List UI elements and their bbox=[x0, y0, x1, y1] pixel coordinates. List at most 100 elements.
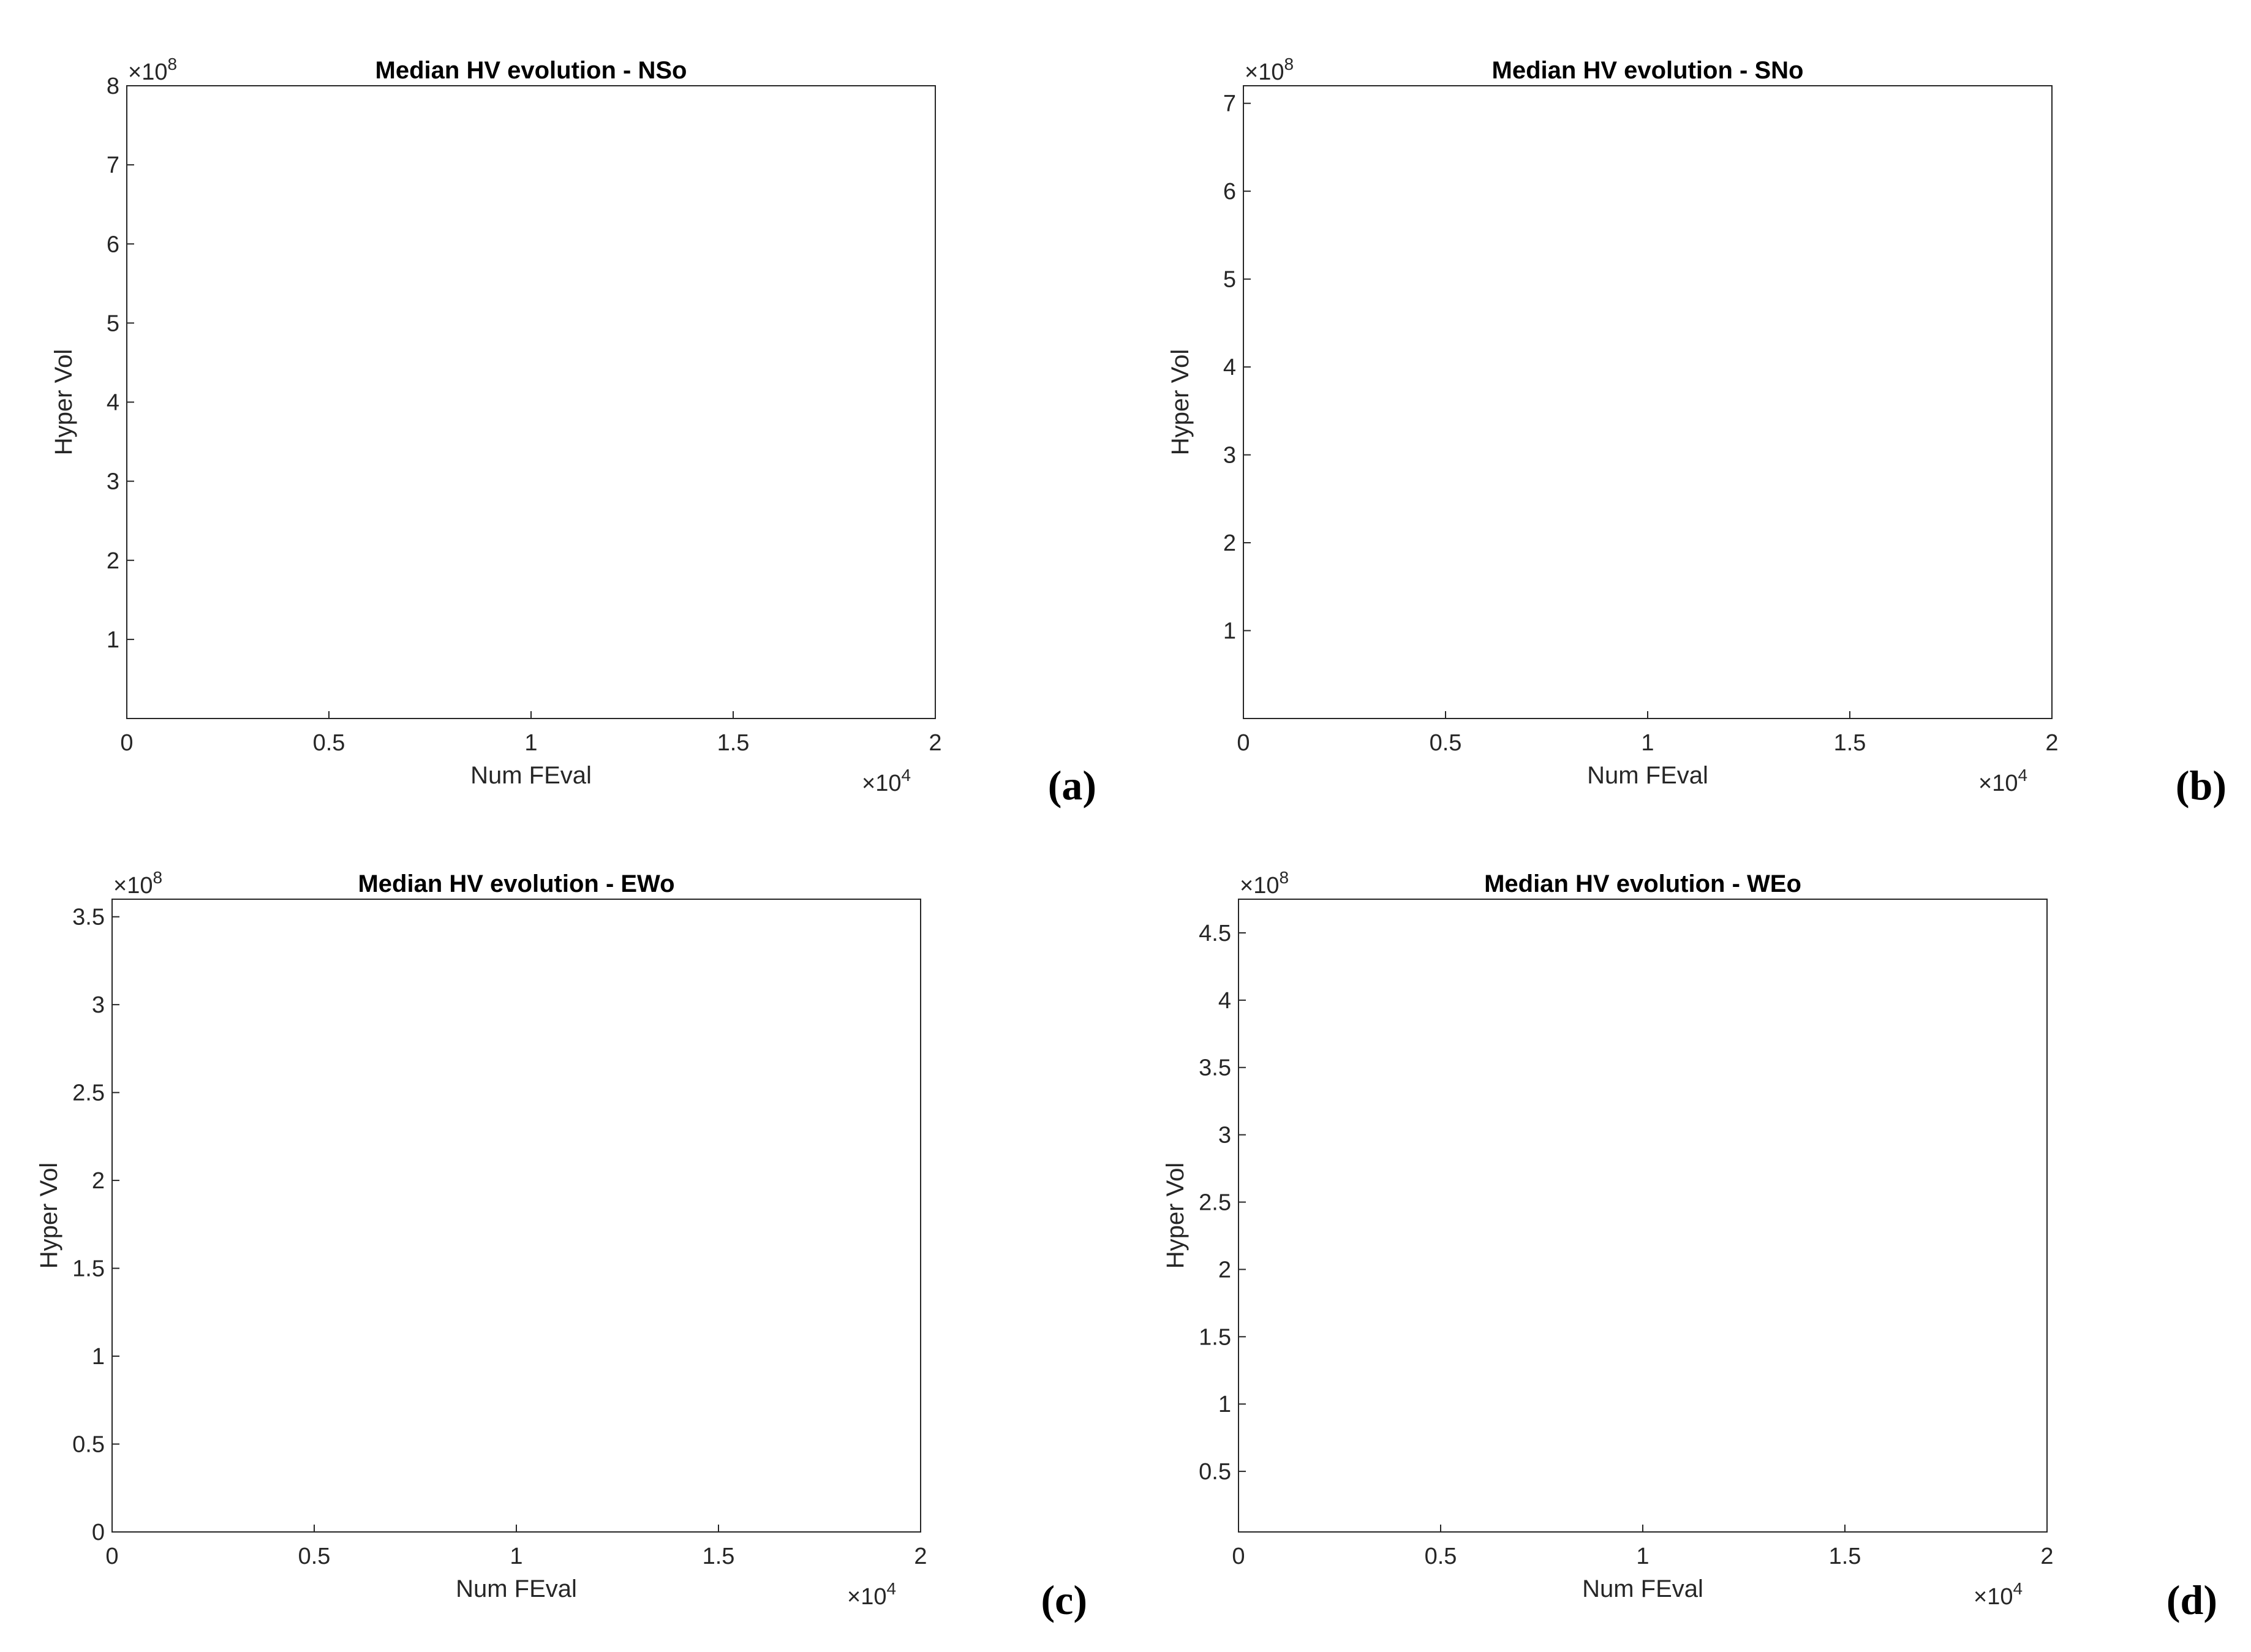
plot-frame bbox=[1243, 85, 2053, 719]
y-tick-label: 2 bbox=[107, 548, 119, 574]
y-tick-label: 0 bbox=[92, 1520, 105, 1545]
x-tick-label: 1.5 bbox=[1829, 1544, 1861, 1569]
y-axis-label: Hyper Vol bbox=[1167, 349, 1194, 455]
x-tick-label: 0 bbox=[1232, 1544, 1245, 1569]
y-tick-label: 1.5 bbox=[72, 1256, 105, 1282]
x-tick-label: 2 bbox=[2040, 1544, 2053, 1569]
y-tick-label: 4 bbox=[1223, 355, 1236, 380]
y-tick-label: 3 bbox=[92, 992, 105, 1018]
x-tick-label: 1.5 bbox=[717, 730, 750, 756]
x-tick-label: 2 bbox=[929, 730, 941, 756]
x-exponent-label: ×104 bbox=[862, 766, 911, 796]
x-tick-label: 0.5 bbox=[313, 730, 345, 756]
x-tick-label: 1 bbox=[1636, 1544, 1649, 1569]
x-tick-label: 0 bbox=[120, 730, 133, 756]
x-exponent-label-base: ×10 bbox=[1978, 771, 2018, 796]
y-tick-label: 0.5 bbox=[1199, 1459, 1231, 1485]
y-tick-label: 7 bbox=[107, 153, 119, 178]
y-exponent-label-base: ×10 bbox=[113, 873, 153, 899]
x-exponent-label-power: 4 bbox=[901, 766, 911, 785]
plot-frame bbox=[1238, 899, 2048, 1533]
y-exponent-label-base: ×10 bbox=[1240, 873, 1279, 899]
y-exponent-label-power: 8 bbox=[153, 868, 162, 887]
y-tick-label: 1 bbox=[92, 1344, 105, 1370]
y-exponent-label-power: 8 bbox=[167, 55, 177, 74]
x-tick-label: 1.5 bbox=[1834, 730, 1866, 756]
panel-a: 0 0.5 1 1.5 2 1 2 3 4 5 6 7 8 Median HV evolution - N… bbox=[50, 55, 1096, 809]
y-tick-label: 6 bbox=[1223, 179, 1236, 205]
y-tick-label: 3.5 bbox=[1199, 1055, 1231, 1081]
y-exponent-label-base: ×10 bbox=[1245, 59, 1284, 85]
y-axis-label: Hyper Vol bbox=[36, 1163, 62, 1269]
x-exponent-label-base: ×10 bbox=[1974, 1584, 2013, 1610]
y-tick-label: 1.5 bbox=[1199, 1324, 1231, 1350]
y-exponent-label: ×108 bbox=[128, 55, 177, 85]
y-exponent-label: ×108 bbox=[1240, 868, 1289, 899]
x-tick-label: 0 bbox=[105, 1544, 118, 1569]
y-tick-label: 3 bbox=[1223, 443, 1236, 469]
x-axis-label: Num FEval bbox=[456, 1575, 577, 1602]
panel-c: 0 0.5 1 1.5 2 0 0.5 1 1.5 2 2.5 3 3.5 Median HV evolu… bbox=[36, 868, 1087, 1623]
y-tick-label: 4 bbox=[107, 390, 119, 416]
panel-d: 0 0.5 1 1.5 2 0.5 1 1.5 2 2.5 3 3.5 4 4.5 Median HV ev… bbox=[1162, 868, 2217, 1623]
x-tick-label: 1 bbox=[510, 1544, 522, 1569]
panel-tag: (b) bbox=[2176, 762, 2226, 809]
plot-frame bbox=[126, 85, 936, 719]
y-tick-label: 3 bbox=[107, 469, 119, 495]
y-tick-label: 5 bbox=[1223, 267, 1236, 293]
y-exponent-label-power: 8 bbox=[1279, 868, 1289, 887]
x-exponent-label-power: 4 bbox=[2018, 766, 2027, 785]
x-tick-label: 0.5 bbox=[1425, 1544, 1457, 1569]
plot-frame bbox=[111, 899, 921, 1533]
x-exponent-label-base: ×10 bbox=[862, 771, 901, 796]
x-axis-label: Num FEval bbox=[1587, 762, 1708, 789]
chart-title: Median HV evolution - NSo bbox=[375, 57, 687, 84]
panel-tag: (c) bbox=[1041, 1577, 1087, 1623]
y-exponent-label: ×108 bbox=[1245, 55, 1294, 85]
y-tick-label: 1 bbox=[1223, 619, 1236, 644]
x-tick-label: 2 bbox=[2045, 730, 2058, 756]
y-tick-label: 6 bbox=[107, 232, 119, 257]
y-tick-label: 3 bbox=[1218, 1123, 1231, 1148]
y-tick-label: 1 bbox=[1218, 1392, 1231, 1417]
y-exponent-label-power: 8 bbox=[1284, 55, 1294, 74]
y-tick-label: 2 bbox=[1223, 530, 1236, 556]
x-exponent-label-power: 4 bbox=[2013, 1579, 2023, 1598]
y-tick-label: 2.5 bbox=[1199, 1190, 1231, 1216]
chart-title: Median HV evolution - EWo bbox=[358, 870, 674, 897]
panel-b: 0 0.5 1 1.5 2 1 2 3 4 5 6 7 Median HV evolution - SN… bbox=[1167, 55, 2226, 809]
x-tick-label: 2 bbox=[914, 1544, 927, 1569]
y-axis-label: Hyper Vol bbox=[50, 349, 77, 455]
chart-title: Median HV evolution - WEo bbox=[1484, 870, 1801, 897]
y-axis-label: Hyper Vol bbox=[1162, 1163, 1189, 1269]
y-tick-label: 2 bbox=[1218, 1257, 1231, 1283]
y-tick-label: 2.5 bbox=[72, 1081, 105, 1106]
x-exponent-label-power: 4 bbox=[886, 1579, 896, 1598]
y-exponent-label-base: ×10 bbox=[128, 59, 167, 85]
x-exponent-label: ×104 bbox=[847, 1579, 896, 1610]
y-tick-label: 3.5 bbox=[72, 905, 105, 930]
panel-tag: (d) bbox=[2166, 1577, 2217, 1623]
y-tick-label: 7 bbox=[1223, 91, 1236, 117]
y-tick-label: 0.5 bbox=[72, 1432, 105, 1458]
x-tick-label: 1 bbox=[1641, 730, 1654, 756]
x-tick-label: 0.5 bbox=[1430, 730, 1462, 756]
x-tick-label: 0.5 bbox=[298, 1544, 331, 1569]
x-tick-label: 1 bbox=[524, 730, 537, 756]
y-exponent-label: ×108 bbox=[113, 868, 162, 899]
chart-title: Median HV evolution - SNo bbox=[1492, 57, 1804, 84]
x-tick-label: 1.5 bbox=[703, 1544, 735, 1569]
y-tick-label: 1 bbox=[107, 627, 119, 653]
panel-tag: (a) bbox=[1048, 762, 1096, 809]
y-tick-label: 8 bbox=[107, 74, 119, 99]
x-exponent-label-base: ×10 bbox=[847, 1584, 886, 1610]
x-axis-label: Num FEval bbox=[1582, 1575, 1703, 1602]
y-tick-label: 5 bbox=[107, 311, 119, 336]
x-exponent-label: ×104 bbox=[1974, 1579, 2023, 1610]
x-exponent-label: ×104 bbox=[1978, 766, 2027, 796]
x-tick-label: 0 bbox=[1237, 730, 1250, 756]
y-tick-label: 4.5 bbox=[1199, 921, 1231, 946]
x-axis-label: Num FEval bbox=[470, 762, 592, 789]
y-tick-label: 2 bbox=[92, 1168, 105, 1194]
